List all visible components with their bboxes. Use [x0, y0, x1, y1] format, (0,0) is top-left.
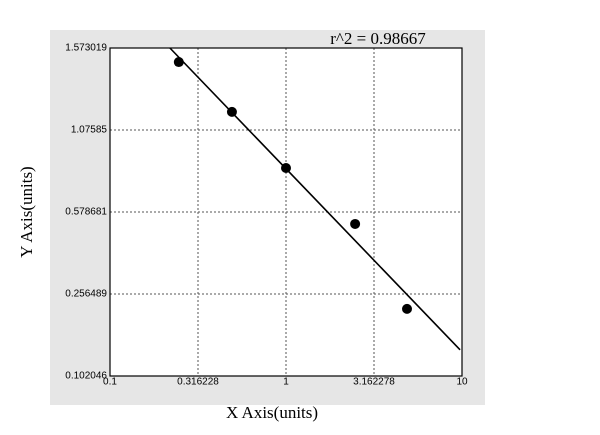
- y-tick-label: 1.573019: [65, 43, 107, 54]
- plot-frame: [109, 47, 463, 377]
- x-tick-label: 3.162278: [353, 377, 395, 388]
- marks: [169, 47, 461, 351]
- x-tick-label: 0.1: [103, 377, 117, 388]
- y-axis-label: Y Axis(units): [17, 166, 36, 257]
- fit-line: [169, 47, 461, 351]
- y-tick-label: 0.578681: [65, 207, 107, 218]
- y-tick-label: 1.07585: [71, 125, 108, 136]
- y-tick-label: 0.256489: [65, 289, 107, 300]
- data-point: [402, 303, 413, 314]
- x-tick-label: 10: [456, 377, 468, 388]
- x-tick-label: 1: [283, 377, 289, 388]
- x-tick-label: 0.316228: [177, 377, 219, 388]
- x-axis-label: X Axis(units): [226, 403, 318, 422]
- data-point: [350, 218, 361, 229]
- annotation: r^2 = 0.98667: [330, 29, 426, 48]
- y-tick-label: 0.102046: [65, 371, 107, 382]
- grid: [110, 48, 462, 376]
